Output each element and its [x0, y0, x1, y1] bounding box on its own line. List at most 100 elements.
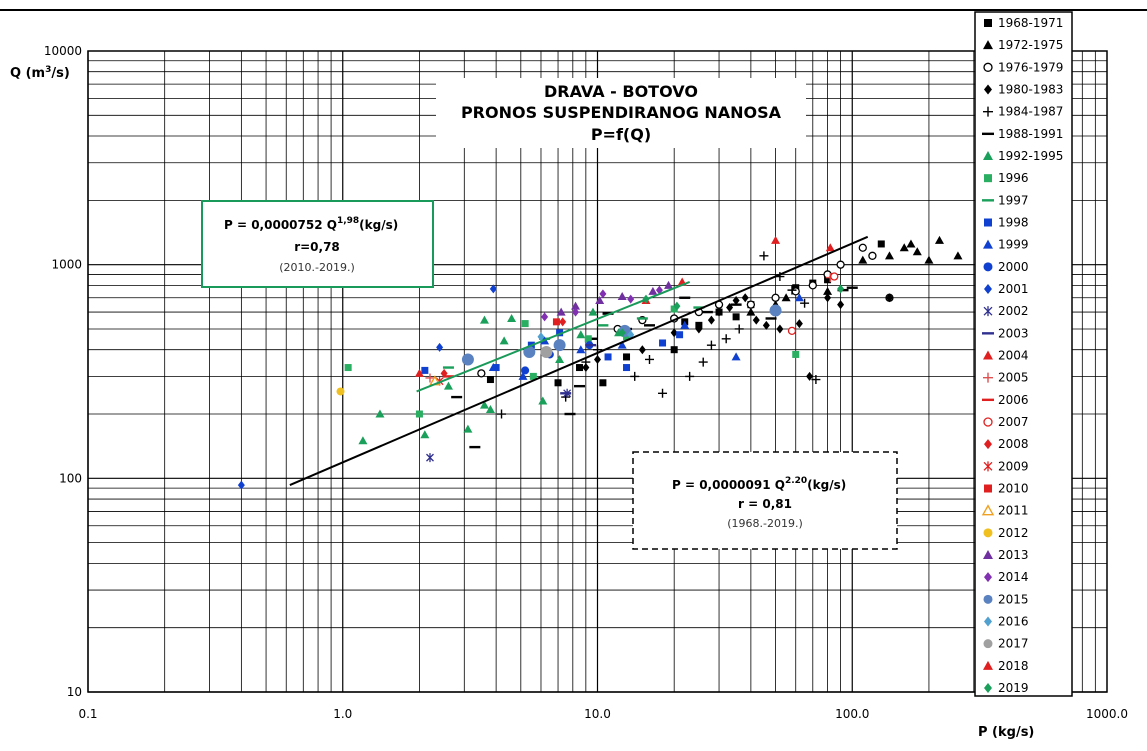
data-point-2000 — [521, 366, 530, 375]
data-point-1968-1971 — [732, 313, 740, 321]
x-tick-label: 0.1 — [78, 707, 97, 721]
data-point-2014 — [541, 312, 549, 322]
legend-label-2006: 2006 — [998, 393, 1029, 407]
data-point-1968-1971 — [824, 276, 832, 284]
legend-marker-2008 — [984, 439, 992, 450]
data-point-1998 — [492, 364, 500, 372]
data-point-1984-1987 — [800, 298, 810, 308]
fit-lines — [289, 235, 869, 486]
data-point-1980-1983 — [795, 319, 803, 329]
legend-label-2018: 2018 — [998, 659, 1029, 673]
data-point-2008 — [440, 368, 448, 378]
legend-marker-1972-1975 — [983, 40, 993, 50]
legend-marker-1999 — [983, 239, 993, 249]
legend-marker-2019 — [984, 683, 992, 693]
data-point-1980-1983 — [582, 363, 590, 373]
data-point-1980-1983 — [776, 324, 784, 334]
legend-marker-2015 — [983, 594, 993, 604]
x-tick-label: 1.0 — [333, 707, 352, 721]
data-point-1980-1983 — [638, 345, 646, 355]
x-tick-label: 100.0 — [835, 707, 869, 721]
data-point-2001 — [436, 342, 444, 352]
data-point-1980-1983 — [806, 371, 814, 381]
legend-marker-2011 — [981, 504, 995, 516]
y-tick-labels: 10 100 1000 10000 — [44, 44, 82, 699]
black-equation-box — [632, 451, 898, 550]
data-point-1976-1979 — [791, 287, 800, 296]
y-tick-label: 100 — [59, 471, 82, 485]
data-point-1984-1987 — [685, 371, 695, 381]
legend-label-1992-1995: 1992-1995 — [998, 149, 1063, 163]
data-point-2007 — [787, 326, 797, 336]
data-point-1972-1975 — [781, 293, 791, 302]
legend-marker-2018 — [983, 660, 993, 670]
top-rule — [0, 9, 1147, 11]
data-point-2013 — [617, 291, 627, 300]
legend-marker-1984-1987 — [983, 106, 993, 117]
data-point-2014 — [627, 294, 635, 304]
data-point-2015 — [769, 304, 782, 317]
data-point-1980-1983 — [732, 295, 740, 305]
data-point-1968-1971 — [576, 364, 584, 372]
data-point-1980-1983 — [707, 315, 715, 325]
data-point-1992-1995 — [443, 381, 453, 390]
data-point-1972-1975 — [858, 255, 868, 264]
data-point-1968-1971 — [877, 240, 885, 248]
legend-marker-2000 — [983, 262, 993, 272]
data-point-2013 — [556, 307, 566, 316]
data-point-1980-1983 — [741, 293, 749, 303]
data-point-1968-1971 — [599, 379, 607, 387]
data-point-1992-1995 — [479, 400, 489, 409]
data-point-1976-1979 — [858, 243, 867, 252]
legend-label-2002: 2002 — [998, 304, 1029, 318]
data-point-1976-1979 — [836, 260, 845, 269]
data-point-1992-1995 — [538, 396, 548, 405]
legend-marker-2004 — [983, 350, 993, 360]
y-tick-label: 10 — [67, 685, 82, 699]
data-point-1972-1975 — [823, 286, 833, 295]
legend-marker-2012 — [983, 528, 993, 538]
data-point-2013 — [571, 301, 581, 310]
data-point-1996 — [344, 364, 352, 372]
legend-marker-2007 — [983, 417, 993, 427]
data-point-2013 — [595, 295, 605, 304]
legend-label-1996: 1996 — [998, 171, 1029, 185]
legend-label-2005: 2005 — [998, 371, 1029, 385]
chart-title-line1: DRAVA - BOTOVO — [544, 82, 698, 101]
legend-label-2003: 2003 — [998, 326, 1029, 340]
data-point-1984-1987 — [759, 251, 769, 261]
black-equation: P = 0,0000091 Q2.20(kg/s) — [672, 476, 846, 492]
legend-label-2000: 2000 — [998, 260, 1029, 274]
data-point-1980-1983 — [824, 293, 832, 303]
legend-label-2011: 2011 — [998, 504, 1029, 518]
chart-title-line2: PRONOS SUSPENDIRANOG NANOSA — [461, 103, 782, 122]
legend-label-2008: 2008 — [998, 437, 1029, 451]
legend-label-2015: 2015 — [998, 592, 1029, 606]
data-point-1976-1979 — [808, 281, 817, 290]
legend — [974, 11, 1073, 697]
data-point-1976-1979 — [771, 293, 780, 302]
data-point-1972-1975 — [924, 255, 934, 264]
data-point-1992-1995 — [555, 354, 565, 363]
data-point-1999 — [794, 293, 804, 302]
black-period: (1968.-2019.) — [727, 517, 803, 530]
plot-frame — [87, 50, 1108, 693]
data-point-1998 — [623, 364, 631, 372]
legend-label-2014: 2014 — [998, 570, 1029, 584]
data-point-1972-1975 — [746, 307, 756, 316]
y-tick-label: 10000 — [44, 44, 82, 58]
legend-marker-1996 — [984, 174, 992, 183]
data-point-1972-1975 — [953, 251, 963, 260]
legend-label-1968-1971: 1968-1971 — [998, 16, 1063, 30]
data-point-1992-1995 — [507, 313, 517, 322]
legend-label-1972-1975: 1972-1975 — [998, 38, 1063, 52]
data-point-2008 — [559, 317, 567, 327]
data-point-2012 — [336, 387, 345, 396]
x-axis-label: P (kg/s) — [978, 725, 1034, 740]
data-point-1980-1983 — [670, 328, 678, 338]
data-point-1996 — [623, 333, 631, 341]
data-point-1976-1979 — [477, 369, 486, 378]
legend-marker-1976-1979 — [983, 62, 993, 72]
data-point-1999 — [731, 352, 741, 361]
